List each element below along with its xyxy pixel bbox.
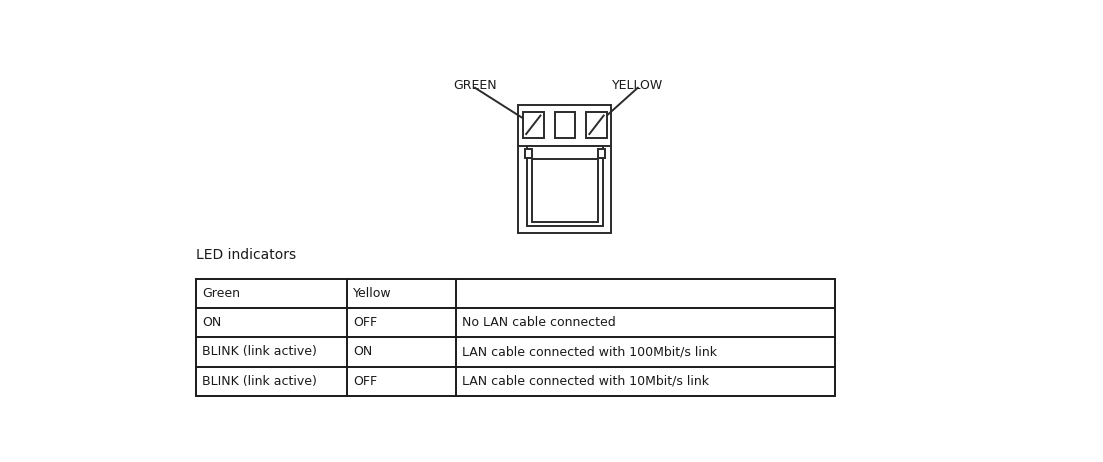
Bar — [527, 146, 603, 226]
Text: OFF: OFF — [353, 375, 377, 388]
Text: LED indicators: LED indicators — [196, 248, 296, 262]
Bar — [523, 112, 544, 138]
Text: BLINK (link active): BLINK (link active) — [202, 375, 317, 388]
Bar — [532, 159, 598, 222]
Text: LAN cable connected with 100Mbit/s link: LAN cable connected with 100Mbit/s link — [462, 346, 717, 359]
Text: YELLOW: YELLOW — [612, 79, 663, 91]
Bar — [196, 279, 835, 396]
Text: GREEN: GREEN — [453, 79, 496, 91]
Bar — [587, 112, 607, 138]
Bar — [518, 105, 611, 232]
Text: LAN cable connected with 10Mbit/s link: LAN cable connected with 10Mbit/s link — [462, 375, 709, 388]
Bar — [525, 149, 532, 158]
Text: OFF: OFF — [353, 316, 377, 329]
Text: Green: Green — [202, 287, 240, 300]
Text: ON: ON — [202, 316, 222, 329]
Text: ON: ON — [353, 346, 373, 359]
Text: BLINK (link active): BLINK (link active) — [202, 346, 317, 359]
Text: No LAN cable connected: No LAN cable connected — [462, 316, 615, 329]
Bar — [598, 149, 606, 158]
Bar — [555, 112, 575, 138]
Text: Yellow: Yellow — [353, 287, 392, 300]
